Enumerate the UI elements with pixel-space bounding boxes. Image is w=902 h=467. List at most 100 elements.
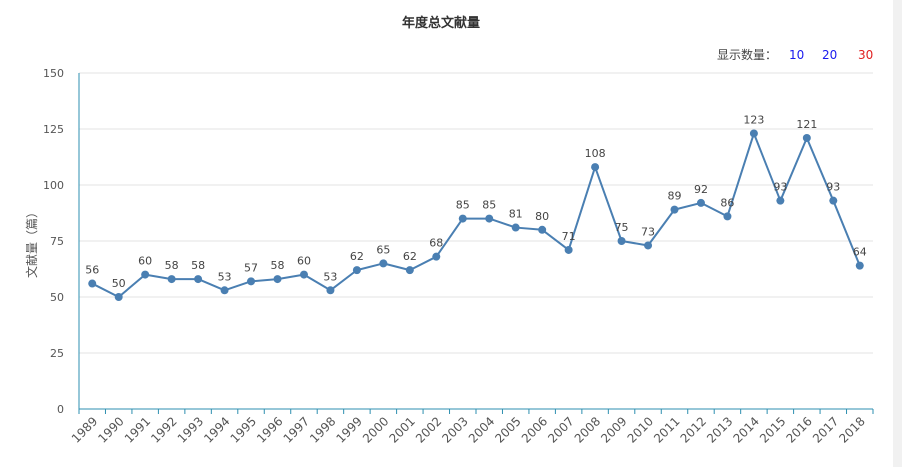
data-label: 92 bbox=[694, 183, 708, 196]
data-point[interactable] bbox=[220, 286, 229, 295]
data-point[interactable] bbox=[670, 205, 679, 214]
x-tick-label: 1996 bbox=[254, 414, 285, 445]
y-tick-label: 150 bbox=[43, 67, 64, 80]
data-label: 85 bbox=[456, 199, 470, 212]
gridlines bbox=[79, 72, 873, 354]
data-point[interactable] bbox=[432, 252, 441, 261]
x-tick-label: 2000 bbox=[360, 414, 391, 445]
data-label: 121 bbox=[796, 118, 817, 131]
data-point[interactable] bbox=[591, 163, 600, 172]
data-label: 64 bbox=[853, 246, 867, 259]
data-label: 53 bbox=[218, 270, 232, 283]
data-label: 65 bbox=[376, 243, 390, 256]
x-tick-label: 1993 bbox=[175, 414, 206, 445]
data-point[interactable] bbox=[511, 223, 520, 232]
y-axis-title: 文献量（篇） bbox=[24, 206, 39, 278]
data-label: 71 bbox=[562, 230, 576, 243]
data-point[interactable] bbox=[696, 198, 705, 207]
x-tick-label: 2018 bbox=[836, 414, 867, 445]
data-label: 75 bbox=[615, 221, 629, 234]
data-point[interactable] bbox=[352, 266, 361, 275]
data-label: 57 bbox=[244, 261, 258, 274]
data-label: 93 bbox=[773, 181, 787, 194]
data-point[interactable] bbox=[617, 237, 626, 245]
data-label: 60 bbox=[138, 255, 152, 268]
x-tick-label: 1990 bbox=[95, 414, 126, 445]
data-point[interactable] bbox=[829, 196, 838, 205]
data-point[interactable] bbox=[749, 129, 758, 138]
x-tick-label: 2002 bbox=[413, 414, 444, 445]
data-point[interactable] bbox=[802, 133, 811, 142]
x-tick-label: 2012 bbox=[678, 414, 709, 445]
data-label: 58 bbox=[191, 259, 205, 272]
x-tick-label: 2017 bbox=[810, 414, 841, 445]
data-point[interactable] bbox=[644, 241, 653, 250]
y-tick-label: 75 bbox=[50, 235, 64, 248]
data-point[interactable] bbox=[485, 214, 494, 223]
x-tick-label: 2013 bbox=[704, 414, 735, 445]
x-tick-label: 2007 bbox=[545, 414, 576, 445]
data-label: 80 bbox=[535, 210, 549, 223]
data-label: 60 bbox=[297, 255, 311, 268]
data-point[interactable] bbox=[564, 245, 573, 254]
x-tick-label: 2005 bbox=[492, 414, 523, 445]
x-tick-label: 2004 bbox=[466, 414, 497, 445]
data-point[interactable] bbox=[141, 270, 150, 279]
x-tick-label: 2010 bbox=[625, 414, 656, 445]
x-tick-label: 2009 bbox=[598, 414, 629, 445]
x-tick-label: 1999 bbox=[334, 414, 365, 445]
x-tick-label: 2014 bbox=[731, 414, 762, 445]
data-point[interactable] bbox=[326, 286, 335, 295]
data-label: 56 bbox=[85, 264, 99, 277]
display-count-option-10[interactable]: 10 bbox=[789, 48, 805, 62]
data-label: 62 bbox=[350, 250, 364, 263]
data-point[interactable] bbox=[538, 225, 547, 234]
x-tick-label: 1998 bbox=[307, 414, 338, 445]
data-point[interactable] bbox=[855, 261, 864, 270]
display-count-option-30[interactable]: 30 bbox=[858, 48, 874, 62]
data-point[interactable] bbox=[88, 279, 97, 288]
x-tick-labels: 1989199019911992199319941995199619971998… bbox=[69, 414, 868, 445]
data-point[interactable] bbox=[299, 270, 308, 279]
data-point[interactable] bbox=[247, 277, 256, 286]
data-points bbox=[88, 129, 864, 301]
data-label: 58 bbox=[165, 259, 179, 272]
y-tick-label: 25 bbox=[50, 347, 64, 360]
data-label: 53 bbox=[323, 270, 337, 283]
data-label: 50 bbox=[112, 277, 126, 290]
data-label: 93 bbox=[826, 181, 840, 194]
x-tick-label: 2016 bbox=[783, 414, 814, 445]
data-point[interactable] bbox=[776, 196, 785, 205]
x-tick-label: 2003 bbox=[439, 414, 470, 445]
data-label: 89 bbox=[668, 190, 682, 203]
data-point[interactable] bbox=[273, 275, 282, 284]
data-point[interactable] bbox=[167, 275, 176, 284]
x-tick-label: 1997 bbox=[281, 414, 312, 445]
x-tick-label: 2008 bbox=[572, 414, 603, 445]
data-label: 81 bbox=[509, 208, 523, 221]
y-tick-labels: 0 25 50 75 100 125 150 bbox=[43, 67, 64, 416]
axes bbox=[78, 73, 874, 414]
data-label: 62 bbox=[403, 250, 417, 263]
chart-title: 年度总文献量 bbox=[402, 15, 480, 31]
data-label: 58 bbox=[271, 259, 285, 272]
series-line bbox=[91, 132, 861, 298]
x-tick-label: 1995 bbox=[228, 414, 259, 445]
y-tick-label: 50 bbox=[50, 291, 64, 304]
display-count-option-20[interactable]: 20 bbox=[822, 48, 838, 62]
x-tick-label: 2011 bbox=[651, 414, 682, 445]
data-point[interactable] bbox=[114, 293, 123, 301]
data-point[interactable] bbox=[194, 275, 203, 284]
data-point[interactable] bbox=[405, 266, 414, 275]
x-tick-label: 1992 bbox=[148, 414, 179, 445]
y-tick-label: 0 bbox=[57, 403, 64, 416]
data-label: 123 bbox=[743, 113, 764, 126]
data-point[interactable] bbox=[458, 214, 467, 223]
data-label: 86 bbox=[720, 196, 734, 209]
x-tick-label: 2015 bbox=[757, 414, 788, 445]
data-point[interactable] bbox=[379, 259, 388, 268]
scrollbar-track[interactable] bbox=[893, 0, 902, 467]
data-point[interactable] bbox=[723, 212, 732, 221]
